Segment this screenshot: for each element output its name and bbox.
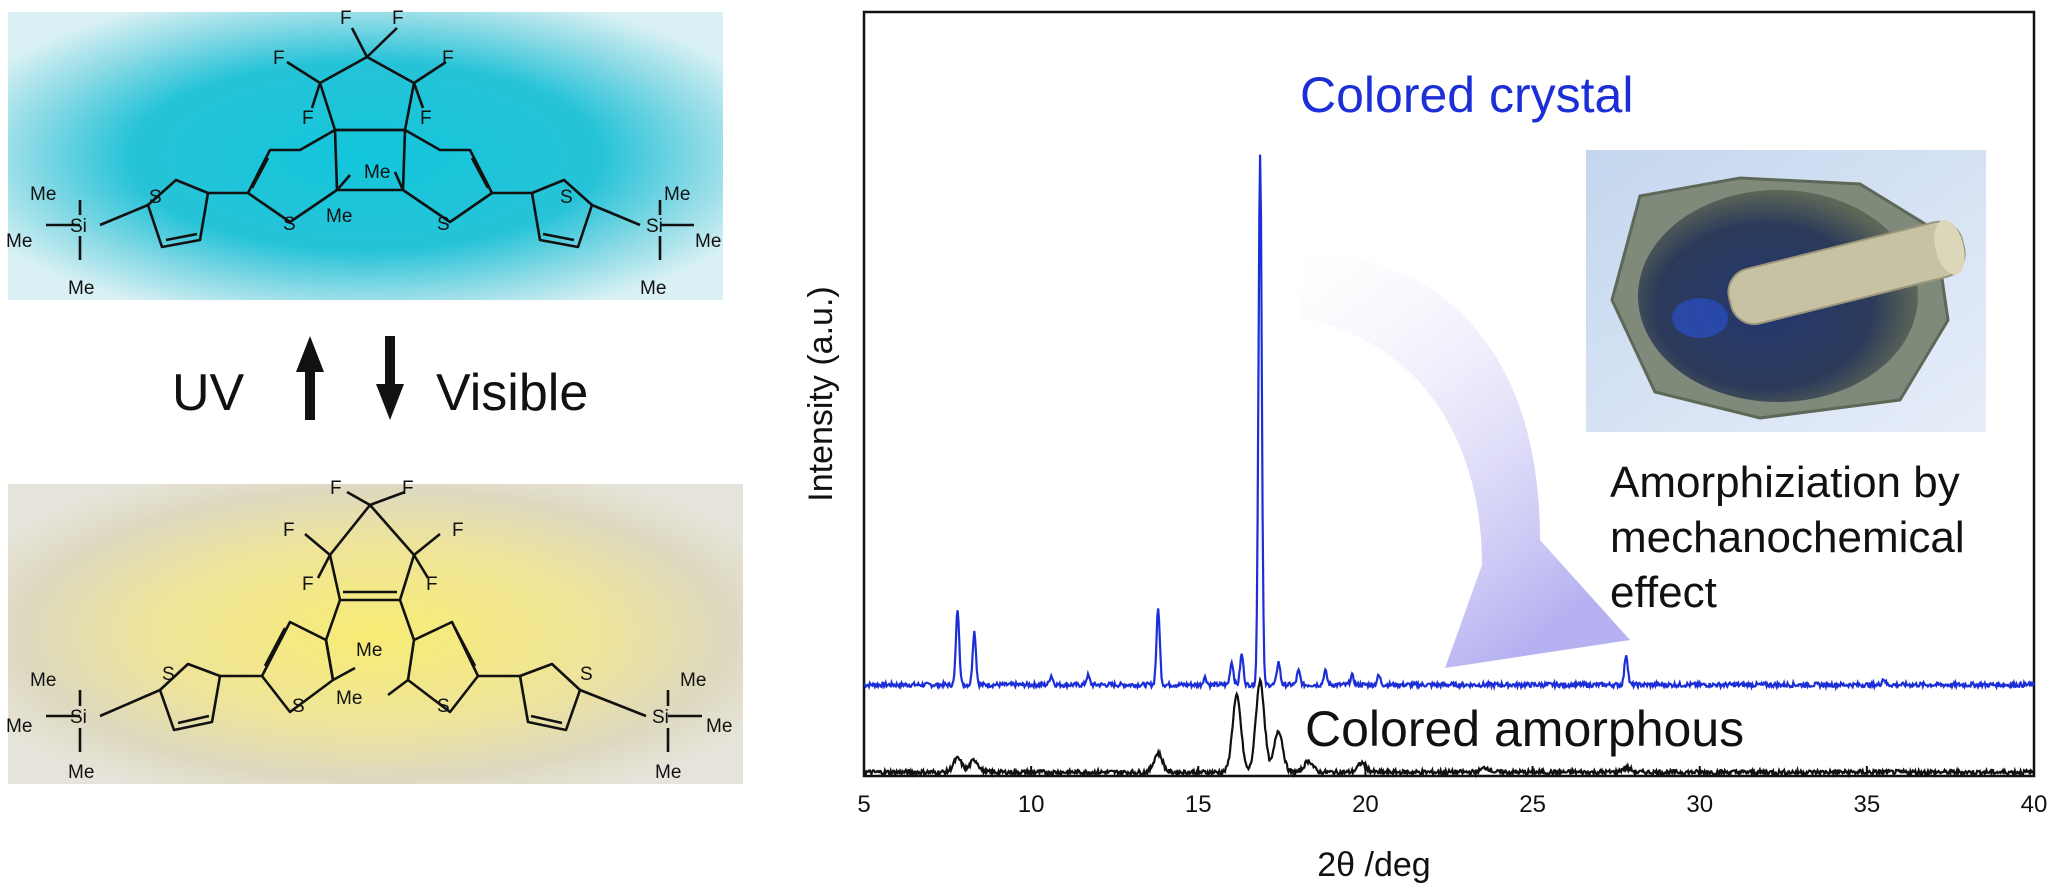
x-tick-label: 35 bbox=[1854, 791, 1881, 818]
open-form-structure: F F F F F F S S Me Me S S Si Si Me Me Me… bbox=[6, 478, 743, 784]
atom-me: Me bbox=[68, 762, 94, 783]
x-tick-label: 20 bbox=[1352, 791, 1379, 818]
atom-f: F bbox=[420, 108, 432, 129]
x-tick-label: 15 bbox=[1185, 791, 1212, 818]
atom-f: F bbox=[340, 8, 352, 29]
atom-f: F bbox=[402, 478, 414, 499]
atom-f: F bbox=[273, 48, 285, 69]
uv-label: UV bbox=[172, 364, 245, 422]
atom-me: Me bbox=[680, 670, 706, 691]
atom-me: Me bbox=[364, 162, 390, 183]
series-label-crystal: Colored crystal bbox=[1300, 67, 1633, 123]
atom-si: Si bbox=[652, 707, 669, 728]
mortar-and-pestle-photo bbox=[1586, 150, 1986, 432]
open-form-glow bbox=[8, 484, 743, 784]
atom-me: Me bbox=[30, 184, 56, 205]
atom-s: S bbox=[437, 696, 450, 717]
series-line-crystal bbox=[863, 154, 2036, 692]
atom-f: F bbox=[302, 574, 314, 595]
atom-me: Me bbox=[6, 231, 32, 252]
atom-me: Me bbox=[695, 231, 721, 252]
atom-s: S bbox=[437, 214, 450, 235]
atom-f: F bbox=[302, 108, 314, 129]
atom-me: Me bbox=[68, 278, 94, 299]
atom-me: Me bbox=[706, 716, 732, 737]
closed-form-structure: F F F F F F S S Me Me S S Si Si Me Me Me… bbox=[6, 8, 723, 300]
atom-s: S bbox=[292, 696, 305, 717]
x-tick-label: 5 bbox=[857, 791, 870, 818]
atom-s: S bbox=[283, 214, 296, 235]
atom-me: Me bbox=[655, 762, 681, 783]
atom-s: S bbox=[162, 664, 175, 685]
atom-f: F bbox=[426, 574, 438, 595]
x-tick-label: 40 bbox=[2021, 791, 2048, 818]
atom-f: F bbox=[392, 8, 404, 29]
y-axis-label: Intensity (a.u.) bbox=[802, 286, 840, 501]
atom-me: Me bbox=[30, 670, 56, 691]
x-tick-label: 30 bbox=[1686, 791, 1713, 818]
atom-si: Si bbox=[70, 216, 87, 237]
atom-me: Me bbox=[326, 206, 352, 227]
x-tick-label: 25 bbox=[1519, 791, 1546, 818]
atom-me: Me bbox=[356, 640, 382, 661]
amorphization-arrow-icon bbox=[1300, 250, 1630, 668]
atom-me: Me bbox=[6, 716, 32, 737]
atom-me: Me bbox=[664, 184, 690, 205]
x-axis-label: 2θ /deg bbox=[1317, 846, 1430, 884]
atom-f: F bbox=[452, 520, 464, 541]
atom-me: Me bbox=[336, 688, 362, 709]
arrow-down-icon bbox=[376, 336, 404, 420]
series-layer bbox=[863, 154, 2036, 779]
atom-si: Si bbox=[646, 216, 663, 237]
visible-label: Visible bbox=[436, 364, 588, 422]
atom-s: S bbox=[560, 187, 573, 208]
series-label-amorphous: Colored amorphous bbox=[1305, 701, 1744, 757]
closed-form-glow bbox=[8, 12, 723, 300]
atom-si: Si bbox=[70, 707, 87, 728]
annotation: Amorphiziation by mechanochemical effect bbox=[1610, 458, 1965, 617]
x-tick-label: 10 bbox=[1018, 791, 1045, 818]
atom-s: S bbox=[580, 664, 593, 685]
series-line-amorphous bbox=[863, 676, 2035, 779]
annotation-line: effect bbox=[1610, 568, 1717, 617]
atom-me: Me bbox=[640, 278, 666, 299]
arrow-up-icon bbox=[296, 336, 324, 420]
atom-f: F bbox=[330, 478, 342, 499]
annotation-line: Amorphiziation by bbox=[1610, 458, 1960, 507]
annotation-line: mechanochemical bbox=[1610, 513, 1965, 562]
atom-f: F bbox=[442, 48, 454, 69]
atom-s: S bbox=[149, 187, 162, 208]
photoswitch-arrows: UV Visible bbox=[172, 336, 588, 422]
atom-f: F bbox=[283, 520, 295, 541]
